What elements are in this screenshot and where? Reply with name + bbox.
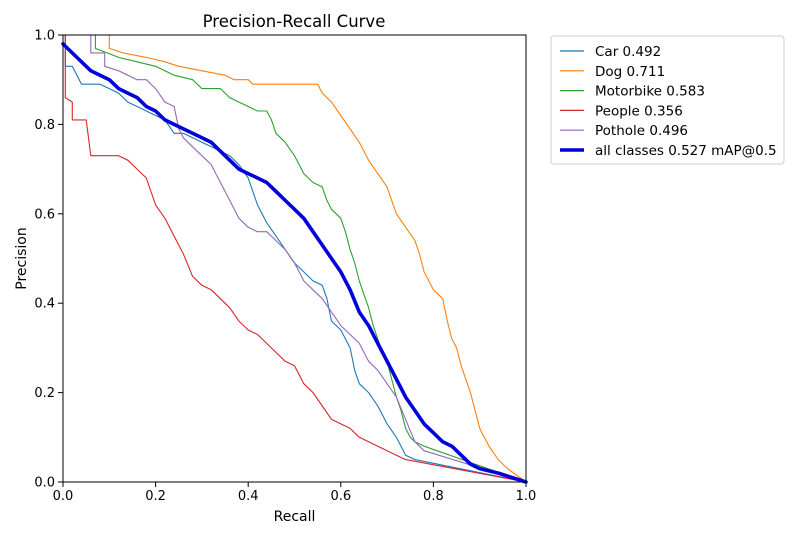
series-lines <box>61 34 528 484</box>
legend-label-motorbike: Motorbike 0.583 <box>595 84 705 100</box>
x-tick-label: 0.8 <box>423 489 444 504</box>
chart-title: Precision-Recall Curve <box>203 12 386 31</box>
y-tick-label: 0.6 <box>34 207 55 222</box>
y-tick-label: 0.2 <box>34 386 55 401</box>
plot-background <box>63 35 526 482</box>
legend-box <box>550 35 785 165</box>
plot-area: 0.0 0.2 0.4 0.6 0.8 1.0 0.0 0.2 0.4 0.6 0.8 1.0 <box>34 29 536 505</box>
legend-label-dog: Dog 0.711 <box>595 64 665 80</box>
legend: Car 0.492 Dog 0.711 Motorbike 0.583 People … <box>550 35 785 165</box>
y-tick-label: 0.8 <box>34 118 55 133</box>
series-line-dog <box>62 34 527 483</box>
x-tick-label: 1.0 <box>516 489 537 504</box>
y-tick-label: 0.4 <box>34 297 55 312</box>
series-line-car <box>62 34 527 483</box>
legend-label-people: People 0.356 <box>595 103 683 119</box>
y-tick-label: 0.0 <box>34 476 55 491</box>
series-line-pothole <box>62 34 527 483</box>
series-line-motorbike <box>62 34 527 483</box>
legend-entries: Car 0.492 Dog 0.711 Motorbike 0.583 People … <box>560 44 777 159</box>
axis-ticks: 0.0 0.2 0.4 0.6 0.8 1.0 0.0 0.2 0.4 0.6 0.8 1.0 <box>34 29 536 505</box>
series-line-all-classes <box>61 42 528 484</box>
plot-frame <box>62 34 527 483</box>
x-tick-label: 0.6 <box>330 489 351 504</box>
x-tick-label: 0.2 <box>145 489 166 504</box>
x-tick-label: 0.0 <box>53 489 74 504</box>
x-tick-label: 0.4 <box>238 489 259 504</box>
x-axis-label: Recall <box>274 509 316 525</box>
legend-label-car: Car 0.492 <box>595 44 661 60</box>
legend-label-all-classes: all classes 0.527 mAP@0.5 <box>595 143 777 159</box>
series-line-people <box>62 34 527 483</box>
y-axis-label: Precision <box>14 227 30 289</box>
y-tick-label: 1.0 <box>34 29 55 44</box>
legend-label-pothole: Pothole 0.496 <box>595 123 688 139</box>
